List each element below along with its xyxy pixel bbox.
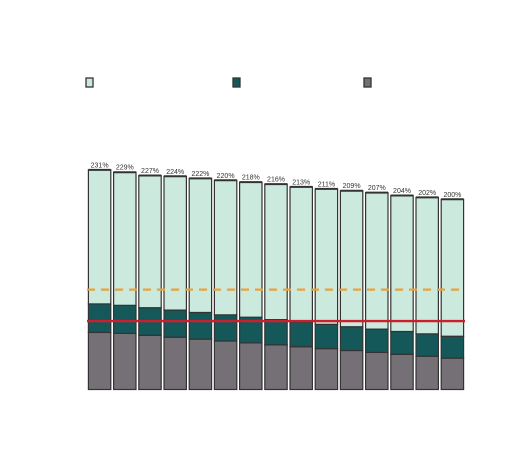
bar-segment (138, 334, 162, 391)
bar-segment (112, 171, 137, 306)
bar-segment (339, 190, 364, 328)
bar-segment (87, 169, 112, 305)
data-label: 229% (116, 165, 134, 172)
bar-segment (264, 344, 288, 391)
bar-segment (440, 357, 465, 391)
data-label: 220% (217, 173, 235, 180)
data-label: 231% (91, 162, 109, 169)
bar-segment (365, 328, 389, 354)
data-labels: 231% 229% 227% 224% 222% 220% 218% 216% 213% 211%… (91, 162, 462, 198)
bar-segment (163, 336, 187, 391)
bar-segment (188, 338, 213, 391)
bar-segment (289, 321, 313, 348)
bar-segment (339, 326, 364, 352)
bar-segment (415, 333, 439, 357)
bar-segment (87, 303, 112, 334)
bar-segment (289, 186, 313, 323)
bar-segment (188, 177, 213, 314)
bars (87, 168, 465, 391)
bar-segment (365, 351, 389, 391)
data-label: 200% (443, 192, 461, 199)
legend-swatch (363, 77, 372, 88)
data-label: 224% (166, 169, 184, 176)
data-label: 202% (418, 190, 436, 197)
bar-segment (289, 346, 313, 391)
data-label: 213% (292, 179, 310, 186)
data-label: 222% (191, 171, 209, 178)
bar-segment (264, 319, 288, 346)
data-label: 211% (318, 181, 335, 188)
bar-segment (213, 340, 238, 391)
data-label: 204% (393, 188, 411, 195)
data-label: 227% (141, 168, 159, 175)
bar-segment (339, 349, 364, 391)
legend (85, 77, 372, 88)
legend-swatch (85, 77, 94, 88)
bar-segment (163, 309, 187, 338)
data-label: 218% (242, 175, 260, 182)
reference-lines (87, 288, 465, 323)
bar-segment (87, 331, 112, 391)
bar-segment (365, 192, 389, 330)
bar-segment (440, 198, 465, 337)
bar-segment (390, 353, 414, 391)
legend-swatch (232, 77, 241, 88)
bar-segment (314, 188, 339, 325)
bar-segment (264, 183, 288, 321)
bar-segment (415, 355, 439, 391)
bar-segment (112, 332, 137, 391)
data-label: 209% (343, 183, 361, 190)
bar-segment (239, 342, 263, 391)
data-label: 207% (368, 185, 386, 192)
bar-segment (314, 323, 339, 350)
bar-segment (213, 179, 238, 316)
bar-segment (239, 181, 263, 318)
data-label: 216% (267, 177, 285, 184)
bar-segment (390, 194, 414, 333)
bar-segment (138, 174, 162, 309)
bar-segment (213, 314, 238, 342)
bar-segment (112, 304, 137, 334)
bar-segment (188, 311, 213, 340)
bar-segment (440, 335, 465, 359)
bar-segment (415, 196, 439, 335)
bar-segment (390, 330, 414, 355)
bar-segment (314, 348, 339, 391)
